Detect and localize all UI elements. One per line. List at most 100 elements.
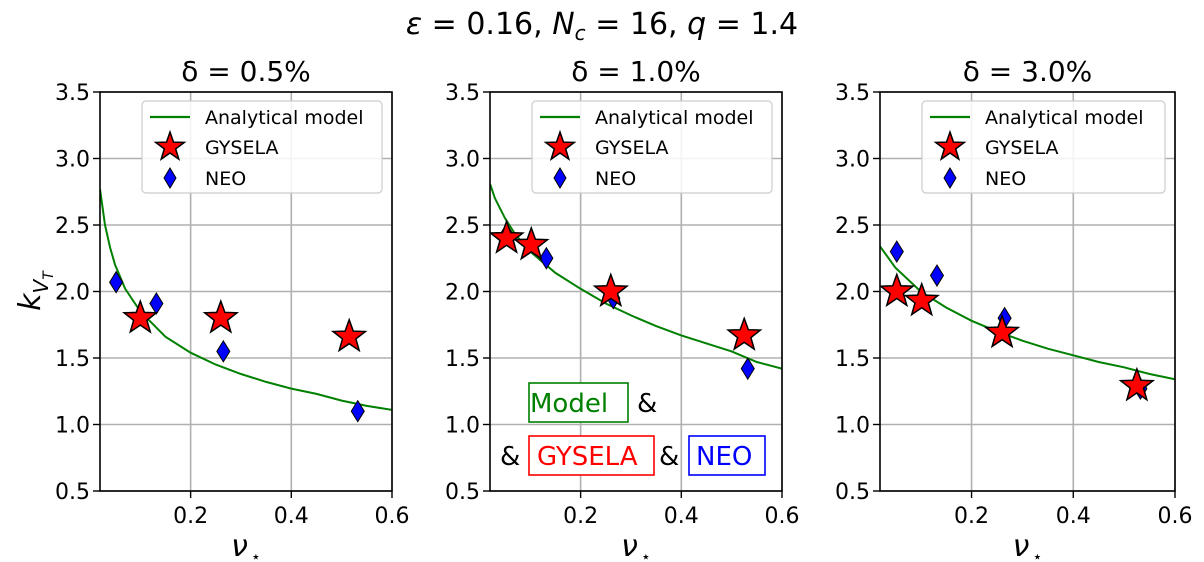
x-axis-label: ν ⋆: [1013, 529, 1043, 562]
gysela-point: [1118, 366, 1156, 402]
plot-area: [100, 188, 392, 423]
y-tick-label: 2.0: [835, 281, 870, 306]
x-tick-label: 0.4: [1056, 504, 1091, 529]
gysela-point: [122, 298, 159, 334]
title-N-sub: c: [575, 21, 586, 45]
figure-title: ε = 0.16, Nc = 16, q = 1.4: [406, 7, 798, 45]
gysela-point: [880, 272, 916, 308]
annotation-text: Model: [530, 389, 608, 419]
analytical-model-line: [100, 188, 392, 411]
legend-gysela-swatch: [153, 129, 187, 161]
title-N-value: = 16,: [586, 7, 687, 42]
y-tick-label: 1.5: [55, 347, 90, 372]
legend-label: NEO: [985, 168, 1026, 190]
x-axis-label: ν ⋆: [621, 529, 651, 562]
legend-box: [141, 100, 383, 194]
title-epsilon: ε: [406, 7, 422, 42]
neo-point: [109, 270, 124, 294]
legend-label: Analytical model: [205, 107, 364, 129]
legend-box: [531, 100, 773, 194]
subplot-1: 0.2 0.4 0.6 0.5 1.0 1.5 2.0 2.5 3.0 3.5 δ = 0.5% ν ⋆…: [55, 55, 410, 562]
subplot-3: 0.2 0.4 0.6 0.5 1.0 1.5 2.0 2.5 3.0 3.5 δ = 3.0% ν ⋆…: [835, 55, 1193, 562]
y-axis-label-sub: V: [29, 278, 53, 293]
title-N: N: [552, 7, 574, 42]
y-tick-label: 3.0: [445, 148, 480, 173]
gysela-point: [490, 219, 525, 254]
y-tick-label: 1.0: [55, 414, 90, 439]
annotation-box: [528, 435, 655, 476]
axes-frame: [99, 91, 393, 492]
x-axis-label: ν ⋆: [231, 529, 261, 562]
x-tick-label: 0.2: [954, 504, 989, 529]
legend-box: [921, 100, 1166, 194]
analytical-model-line: [490, 183, 782, 370]
y-tick-label: 3.0: [835, 148, 870, 173]
x-tick-label: 0.2: [173, 504, 208, 529]
y-tick-label: 2.0: [55, 281, 90, 306]
x-tick-label: 0.6: [375, 504, 410, 529]
legend-gysela-swatch: [933, 129, 967, 161]
plot-area: [490, 183, 782, 381]
y-tick-label: 0.5: [835, 480, 870, 505]
gysela-point: [903, 281, 940, 317]
neo-point: [216, 339, 231, 363]
y-tick-label: 3.0: [55, 148, 90, 173]
gysela-point: [983, 313, 1021, 349]
y-tick-label: 1.0: [835, 414, 870, 439]
legend: Analytical model GYSELA NEO: [921, 100, 1166, 194]
neo-point: [929, 264, 945, 287]
analytical-model-line: [880, 245, 1175, 381]
neo-point: [149, 292, 164, 315]
legend-neo-swatch: [943, 167, 957, 189]
x-axis-label-nu: ν: [231, 529, 248, 562]
x-tick-label: 0.4: [274, 504, 309, 529]
legend: Analytical model GYSELA NEO: [531, 100, 773, 194]
y-tick-label: 1.0: [445, 414, 480, 439]
annotation-text: &: [500, 442, 520, 472]
annotation-text: &: [659, 442, 679, 472]
gysela-point: [513, 225, 550, 261]
x-tick-label: 0.6: [765, 504, 800, 529]
subplot-title: δ = 1.0%: [571, 55, 701, 88]
legend-label: Analytical model: [985, 107, 1144, 129]
legend-neo-swatch: [163, 167, 177, 189]
axes-frame: [489, 91, 783, 492]
y-tick-label: 2.5: [55, 214, 90, 239]
annotation-box: [528, 382, 629, 423]
gysela-point: [330, 317, 368, 353]
title-q: q: [687, 7, 706, 42]
legend: Analytical model GYSELA NEO: [141, 100, 383, 194]
y-tick-label: 3.5: [445, 81, 480, 106]
neo-point: [350, 399, 365, 423]
annotation-text: NEO: [696, 442, 752, 472]
x-axis-label-nu: ν: [621, 529, 638, 562]
y-axis-label-subsub: T: [41, 270, 57, 280]
x-tick-label: 0.6: [1158, 504, 1193, 529]
annotation-box: [688, 435, 766, 476]
subplot-title: δ = 0.5%: [181, 55, 311, 88]
subplots: 0.2 0.4 0.60.51.01.52.02.53.03.5δ = 0.5%ν ⋆…: [55, 55, 1193, 562]
x-axis-label-nu: ν: [1013, 529, 1030, 562]
y-tick-label: 1.5: [835, 347, 870, 372]
title-q-value: = 1.4: [706, 7, 798, 42]
annotation-text: &: [637, 389, 657, 419]
legend-label: NEO: [205, 168, 246, 190]
x-axis-label-sub: ⋆: [1032, 547, 1042, 562]
neo-point: [740, 357, 755, 381]
y-tick-label: 0.5: [55, 480, 90, 505]
y-tick-label: 2.5: [835, 214, 870, 239]
legend-label: GYSELA: [985, 137, 1058, 159]
neo-point: [539, 246, 554, 270]
title-epsilon-value: = 0.16,: [422, 7, 552, 42]
y-tick-label: 1.5: [445, 347, 480, 372]
annotation-text: GYSELA: [537, 442, 638, 472]
x-tick-label: 0.2: [563, 504, 598, 529]
y-tick-label: 3.5: [55, 81, 90, 106]
y-axis-label-k: k: [13, 292, 48, 311]
legend-label: NEO: [595, 168, 636, 190]
y-tick-label: 3.5: [835, 81, 870, 106]
y-tick-label: 2.5: [445, 214, 480, 239]
subplot-title: δ = 3.0%: [963, 55, 1093, 88]
legend-gysela-swatch: [543, 129, 577, 161]
